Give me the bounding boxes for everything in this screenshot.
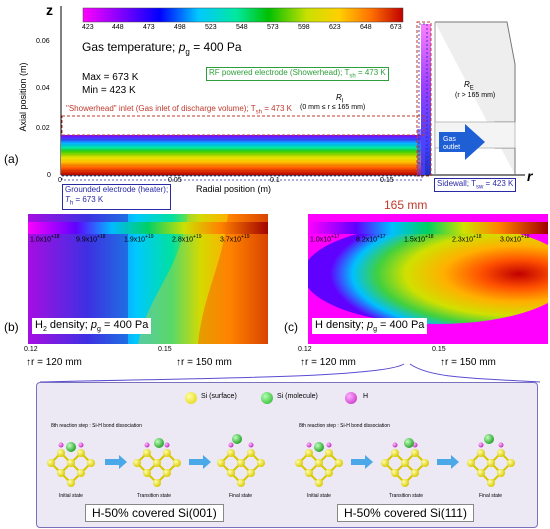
panel-a-letter: (a) — [4, 152, 19, 166]
panel-c: 1.0x10+17 8.2x10+17 1.5x10+18 2.3x10+18 … — [280, 210, 550, 370]
molecular-structures — [46, 434, 516, 488]
x-tick: 0.15 — [158, 346, 172, 353]
state-label: Initial state — [59, 493, 83, 499]
r120-marker: ↑r = 120 mm — [26, 357, 82, 368]
colorbar-tick: 2.8x10+19 — [172, 234, 202, 244]
colorbar-tick: 423 — [82, 24, 94, 31]
showerhead-inlet-label: "Showerhead" inlet (Gas inlet of dischar… — [66, 104, 292, 116]
r150-marker: ↑r = 150 mm — [440, 357, 496, 368]
state-label: Transition state — [137, 493, 171, 499]
colorbar-tick: 573 — [267, 24, 279, 31]
si-surface-icon — [185, 392, 197, 404]
colorbar-tick: 648 — [360, 24, 372, 31]
legend: Si (surface) Si (molecule) H — [185, 389, 405, 409]
state-label: Transition state — [389, 493, 423, 499]
step-left-label: 8th reaction step : Si-H bond dissociati… — [51, 423, 142, 429]
colorbar-tick: 3.7x10+19 — [220, 234, 250, 244]
colorbar-tick: 9.9x10+18 — [76, 234, 106, 244]
y-tick: 0.04 — [36, 85, 50, 92]
colorbar-tick: 598 — [298, 24, 310, 31]
reaction-panel: Si (surface) Si (molecule) H 8th reactio… — [36, 382, 538, 528]
x-tick: 0.05 — [168, 177, 182, 184]
ri-range: (0 mm ≤ r ≤ 165 mm) — [300, 104, 366, 111]
colorbar-tick: 3.0x10+18 — [500, 234, 530, 244]
x-axis-label: Radial position (m) — [196, 184, 272, 194]
gas-outlet-arrow — [439, 124, 485, 160]
h2-colorbar — [28, 222, 268, 234]
panel-c-letter: (c) — [284, 320, 298, 334]
ri-label: RI — [336, 93, 344, 105]
x-tick: 0.15 — [380, 177, 394, 184]
panel-b: 1.0x10+18 9.9x10+18 1.9x10+19 2.8x10+19 … — [0, 210, 280, 370]
colorbar-tick: 448 — [112, 24, 124, 31]
x-tick: 0.12 — [298, 346, 312, 353]
panel-c-title: H density; pg = 400 Pa — [312, 318, 428, 335]
si-molecule-icon — [261, 392, 273, 404]
max-label: Max = 673 K — [82, 72, 139, 83]
y-axis-label: Axial position (m) — [18, 62, 28, 132]
grounded-electrode-label: Grounded electrode (heater); Th = 673 K — [62, 184, 172, 210]
panel-b-title: H2 density; pg = 400 Pa — [32, 318, 152, 335]
rf-electrode-label: RF powered electrode (Showerhead); Tsh =… — [206, 67, 389, 81]
legend-h: H — [363, 393, 369, 400]
colorbar-tick: 1.9x10+19 — [124, 234, 154, 244]
state-label: Final state — [479, 493, 503, 499]
gas-outlet-label: Gas outlet — [443, 136, 461, 151]
x-tick: 0.15 — [432, 346, 446, 353]
label-si111: H-50% covered Si(111) — [337, 504, 474, 522]
r-axis-letter: r — [527, 168, 533, 184]
zoom-connectors — [39, 363, 541, 383]
sidewall-label: Sidewall; Tsw = 423 K — [434, 178, 517, 192]
colorbar-tick: 8.2x10+17 — [356, 234, 386, 244]
temperature-contour-plot — [60, 6, 525, 181]
h-atom-icon — [345, 392, 357, 404]
temperature-colorbar — [82, 7, 404, 23]
marker-165mm: 165 mm — [384, 198, 428, 212]
y-tick: 0.02 — [36, 125, 50, 132]
step-right-label: 8th reaction step : Si-H bond dissociati… — [299, 423, 390, 429]
colorbar-tick: 1.0x10+18 — [30, 234, 60, 244]
panel-a-title: Gas temperature; pg = 400 Pa — [82, 40, 242, 57]
re-range: (r > 165 mm) — [455, 92, 496, 99]
y-tick: 0.06 — [36, 38, 50, 45]
colorbar-ticks: 423 448 473 498 523 548 573 598 623 648 … — [82, 24, 404, 36]
colorbar-tick: 498 — [174, 24, 186, 31]
colorbar-tick: 623 — [329, 24, 341, 31]
re-label: RE — [464, 80, 474, 92]
r150-marker: ↑r = 150 mm — [176, 357, 232, 368]
colorbar-tick: 473 — [143, 24, 155, 31]
y-tick: 0 — [47, 172, 51, 179]
panel-a: Axial position (m) z 0.06 0.04 0.02 0 — [0, 0, 550, 212]
state-label: Final state — [229, 493, 253, 499]
state-label: Initial state — [307, 493, 331, 499]
panel-b-letter: (b) — [4, 320, 19, 334]
legend-si-surface: Si (surface) — [201, 393, 237, 400]
colorbar-tick: 548 — [236, 24, 248, 31]
label-si001: H-50% covered Si(001) — [85, 504, 224, 522]
colorbar-tick: 2.3x10+18 — [452, 234, 482, 244]
x-tick: 0.12 — [24, 346, 38, 353]
colorbar-tick: 673 — [390, 24, 402, 31]
colorbar-tick: 1.0x10+17 — [310, 234, 340, 244]
colorbar-tick: 1.5x10+18 — [404, 234, 434, 244]
x-tick: 0 — [58, 177, 62, 184]
r120-marker: ↑r = 120 mm — [300, 357, 356, 368]
legend-si-molecule: Si (molecule) — [277, 393, 318, 400]
x-tick: 0.1 — [270, 177, 280, 184]
z-axis-letter: z — [46, 2, 53, 18]
min-label: Min = 423 K — [82, 85, 136, 96]
h-colorbar — [308, 222, 548, 234]
colorbar-tick: 523 — [205, 24, 217, 31]
